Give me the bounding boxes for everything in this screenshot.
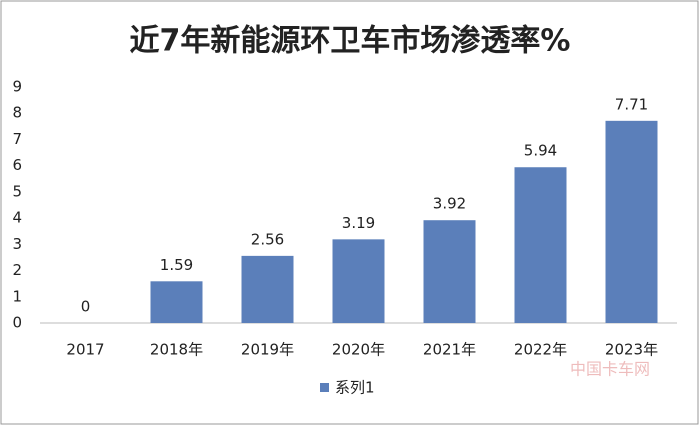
bar [150,281,203,323]
bar [332,239,385,323]
value-label: 7.71 [615,95,648,113]
y-tick-label: 5 [12,182,22,200]
bar [241,255,294,323]
x-tick-label: 2023年 [605,341,658,359]
y-tick-label: 1 [12,287,22,305]
x-tick-label: 2017 [66,341,104,359]
bar [514,167,567,323]
legend-label: 系列1 [335,379,375,397]
value-label: 3.92 [433,195,466,213]
y-tick-label: 0 [12,314,22,332]
legend-swatch [320,383,329,392]
value-label: 0 [81,298,91,316]
y-tick-label: 4 [12,209,22,227]
y-tick-label: 3 [12,235,22,253]
x-tick-label: 2020年 [332,341,385,359]
x-tick-label: 2021年 [423,341,476,359]
y-tick-label: 7 [12,130,22,148]
y-tick-label: 2 [12,261,22,279]
x-tick-label: 2022年 [514,341,567,359]
value-label: 3.19 [342,214,375,232]
watermark: 中国卡车网 [570,360,650,379]
value-label: 2.56 [251,230,284,248]
value-label: 1.59 [160,256,193,274]
x-tick-label: 2018年 [150,341,203,359]
chart-title: 近7年新能源环卫车市场渗透率% [130,24,571,59]
bar [605,120,658,324]
y-tick-label: 6 [12,156,22,174]
bar [423,220,476,323]
y-tick-label: 9 [12,78,22,96]
value-label: 5.94 [524,142,557,160]
y-tick-label: 8 [12,104,22,122]
x-tick-label: 2019年 [241,341,294,359]
